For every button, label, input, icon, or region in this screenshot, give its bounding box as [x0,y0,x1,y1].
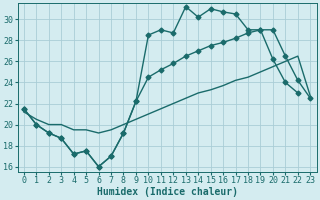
X-axis label: Humidex (Indice chaleur): Humidex (Indice chaleur) [97,186,237,197]
